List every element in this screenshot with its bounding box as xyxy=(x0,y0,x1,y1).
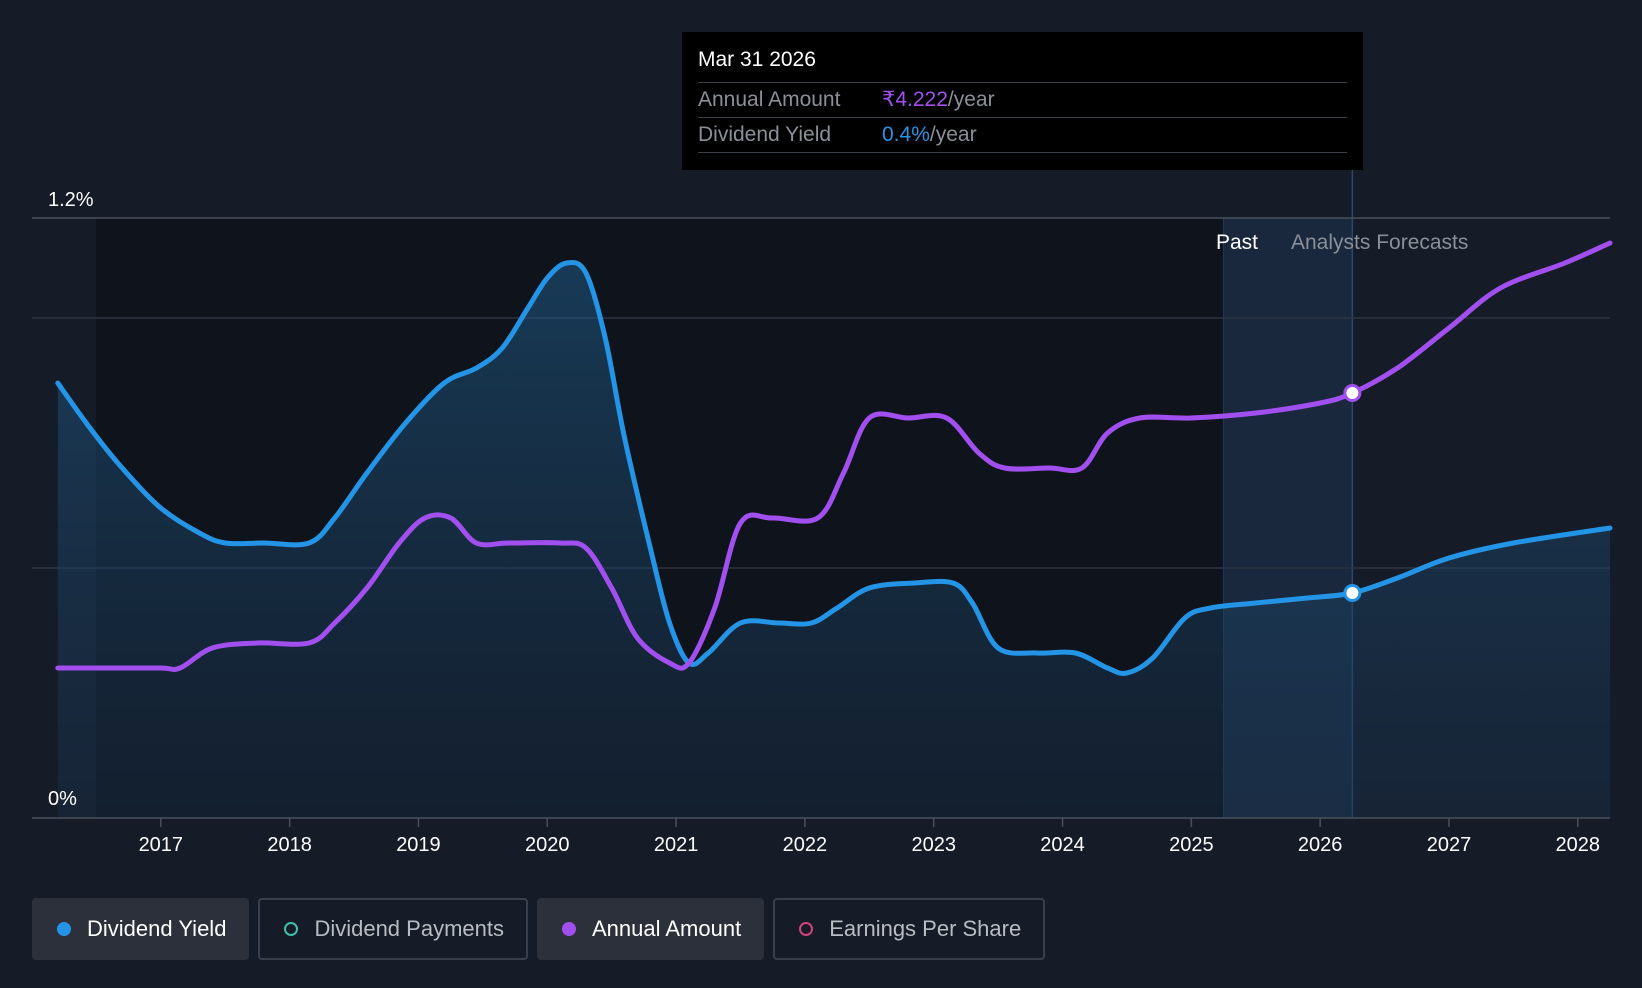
annual-amount-marker xyxy=(1343,384,1362,402)
legend-earnings-per-share-button[interactable]: Earnings Per Share xyxy=(773,898,1046,960)
x-tick-label: 2017 xyxy=(139,834,184,856)
dividend-yield-area xyxy=(57,262,1610,818)
legend-annual-amount-button[interactable]: Annual Amount xyxy=(536,898,765,960)
past-label: Past xyxy=(1216,231,1258,254)
annual-amount-line xyxy=(55,240,1613,672)
filled-dot-icon xyxy=(561,922,576,936)
legend-dividend-yield-button[interactable]: Dividend Yield xyxy=(32,898,250,960)
forecast-label: Analysts Forecasts xyxy=(1291,231,1468,254)
tooltip-value: 0.4% xyxy=(882,123,930,146)
hollow-dot-icon xyxy=(799,922,814,936)
legend-label: Dividend Payments xyxy=(314,916,504,941)
legend-label: Earnings Per Share xyxy=(829,916,1022,941)
x-tick-label: 2028 xyxy=(1556,834,1601,856)
x-tick-label: 2025 xyxy=(1169,834,1214,856)
x-tick-label: 2020 xyxy=(525,834,570,856)
legend-dividend-payments-button[interactable]: Dividend Payments xyxy=(258,898,528,960)
x-tick-label: 2019 xyxy=(396,834,441,856)
x-tick-label: 2022 xyxy=(783,834,828,856)
tooltip-row-dividend-yield: Dividend Yield 0.4% /year xyxy=(698,118,1347,153)
x-tick-label: 2026 xyxy=(1298,834,1343,856)
y-tick-label: 1.2% xyxy=(48,189,94,211)
x-tick-label: 2023 xyxy=(911,834,956,856)
legend-label: Dividend Yield xyxy=(87,916,227,941)
tooltip-unit: /year xyxy=(947,88,995,111)
x-tick-label: 2027 xyxy=(1427,834,1472,856)
x-tick-label: 2024 xyxy=(1040,834,1085,856)
tooltip: Mar 31 2026 Annual Amount ₹4.222 /year D… xyxy=(682,32,1363,170)
tooltip-row-annual-amount: Annual Amount ₹4.222 /year xyxy=(698,83,1347,118)
legend: Dividend Yield Dividend Payments Annual … xyxy=(32,898,1046,960)
filled-dot-icon xyxy=(57,922,71,936)
dividend-yield-marker xyxy=(1343,584,1362,602)
tooltip-label: Dividend Yield xyxy=(698,123,832,146)
tooltip-unit: /year xyxy=(929,123,977,146)
y-tick-label: 0% xyxy=(48,788,77,810)
x-tick-label: 2018 xyxy=(267,834,312,856)
legend-label: Annual Amount xyxy=(591,916,742,941)
tooltip-date: Mar 31 2026 xyxy=(698,46,1347,83)
dividend-yield-line xyxy=(55,259,1613,676)
tooltip-value: ₹4.222 xyxy=(882,88,948,111)
x-tick-label: 2021 xyxy=(654,834,699,856)
tooltip-label: Annual Amount xyxy=(698,88,841,111)
hollow-dot-icon xyxy=(284,922,299,936)
